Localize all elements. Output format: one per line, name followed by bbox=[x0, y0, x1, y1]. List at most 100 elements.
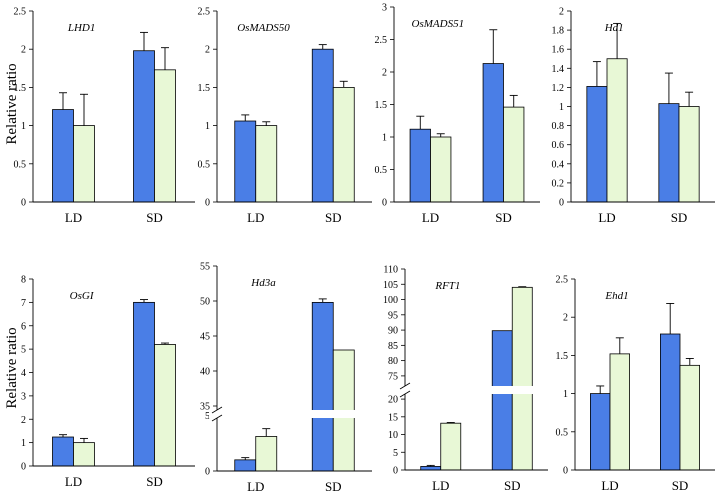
y-axis-label-bottom: Relative ratio bbox=[4, 327, 20, 408]
y-tick-label-0: 0 bbox=[205, 198, 210, 209]
y-tick-label-110: 110 bbox=[383, 265, 398, 276]
y-tick-label-0: 0 bbox=[205, 467, 210, 478]
y-tick-label-0: 0 bbox=[393, 466, 398, 477]
y-tick-label-0: 0 bbox=[382, 198, 387, 209]
y-tick-label-7: 7 bbox=[21, 298, 26, 309]
bar-ld-series-0 bbox=[234, 120, 257, 203]
bar-sd-series-0 bbox=[133, 301, 155, 467]
y-tick-label-1.5: 1.5 bbox=[375, 100, 388, 111]
y-axis-label-top: Relative ratio bbox=[4, 63, 20, 144]
y-tick-label-45: 45 bbox=[200, 332, 210, 343]
bar-sd-series-0 bbox=[491, 330, 513, 471]
x-tick-label-ld: LD bbox=[247, 479, 264, 491]
y-tick-label-2.5: 2.5 bbox=[375, 35, 388, 46]
bar-sd-series-1 bbox=[511, 286, 533, 471]
chart-panel-0: LD SD 0 0.5 1 1.5 2 2.5 LHD1 bbox=[14, 7, 195, 225]
bar-ld-series-0 bbox=[586, 86, 608, 203]
axis-break-mark-upper bbox=[399, 382, 411, 390]
y-tick-label-90: 90 bbox=[388, 326, 398, 337]
y-tick-label-55: 55 bbox=[200, 262, 210, 273]
bar-ld-series-1 bbox=[430, 136, 452, 203]
y-tick-label-2.5: 2.5 bbox=[14, 7, 27, 18]
y-tick-label-0.5: 0.5 bbox=[556, 427, 569, 438]
bar-sd-series-0 bbox=[482, 63, 504, 203]
y-tick-label-5: 5 bbox=[205, 411, 210, 422]
y-tick-label-1.6: 1.6 bbox=[552, 45, 565, 56]
y-tick-label-1: 1 bbox=[563, 389, 568, 400]
x-tick-label-ld: LD bbox=[65, 474, 82, 489]
y-tick-label-2.5: 2.5 bbox=[198, 7, 211, 18]
y-tick-label-2: 2 bbox=[205, 45, 210, 56]
chart-title: LHD1 bbox=[67, 22, 96, 34]
y-tick-label-1.5: 1.5 bbox=[14, 83, 27, 94]
y-tick-label-3: 3 bbox=[382, 3, 387, 14]
chart-title: OsMADS51 bbox=[412, 18, 465, 30]
chart-panel-1: LD SD 0 0.5 1 1.5 2 2.5 OsMADS50 bbox=[198, 7, 372, 225]
y-tick-label-1: 1 bbox=[21, 438, 26, 449]
bar-ld-series-0 bbox=[234, 459, 257, 472]
x-tick-label-ld: LD bbox=[65, 210, 82, 225]
chart-title: Ehd1 bbox=[604, 290, 628, 302]
chart-title: RFT1 bbox=[434, 280, 460, 292]
bar-ld-series-0 bbox=[409, 128, 431, 203]
y-tick-label-1.4: 1.4 bbox=[552, 64, 565, 75]
y-tick-label-2: 2 bbox=[382, 68, 387, 79]
axis-break-mark-lower bbox=[211, 414, 223, 422]
y-tick-label-0.5: 0.5 bbox=[375, 165, 388, 176]
axis-break-gap bbox=[209, 410, 372, 418]
y-tick-label-1.5: 1.5 bbox=[198, 83, 211, 94]
bar-sd-series-1 bbox=[154, 69, 176, 203]
y-tick-label-15: 15 bbox=[388, 412, 398, 423]
bar-sd-series-1 bbox=[154, 344, 176, 467]
bar-sd-series-1 bbox=[679, 364, 701, 471]
bar-sd-series-0 bbox=[658, 103, 680, 203]
bar-sd-series-1 bbox=[678, 106, 700, 203]
x-tick-label-ld: LD bbox=[598, 210, 615, 225]
y-tick-label-20: 20 bbox=[388, 395, 398, 406]
y-tick-label-0.8: 0.8 bbox=[552, 121, 565, 132]
y-tick-label-50: 50 bbox=[200, 297, 210, 308]
x-tick-label-sd: SD bbox=[495, 210, 512, 225]
y-tick-label-2: 2 bbox=[21, 45, 26, 56]
y-tick-label-0.2: 0.2 bbox=[552, 178, 565, 189]
y-tick-label-5: 5 bbox=[393, 448, 398, 459]
y-tick-label-75: 75 bbox=[388, 371, 398, 382]
bar-ld-series-1 bbox=[255, 125, 278, 203]
y-tick-label-35: 35 bbox=[200, 402, 210, 413]
x-tick-label-sd: SD bbox=[146, 210, 163, 225]
y-tick-label-85: 85 bbox=[388, 341, 398, 352]
y-tick-label-40: 40 bbox=[200, 367, 210, 378]
x-tick-label-sd: SD bbox=[325, 210, 342, 225]
axis-break-mark-lower bbox=[399, 390, 411, 398]
bar-ld-series-1 bbox=[73, 125, 95, 203]
y-tick-label-1: 1 bbox=[382, 133, 387, 144]
x-tick-label-ld: LD bbox=[247, 210, 264, 225]
x-tick-label-sd: SD bbox=[671, 210, 688, 225]
y-tick-label-1: 1 bbox=[21, 121, 26, 132]
x-tick-label-ld: LD bbox=[422, 210, 439, 225]
bar-ld-series-0 bbox=[52, 109, 74, 203]
y-tick-label-6: 6 bbox=[21, 321, 26, 332]
x-tick-label-ld: LD bbox=[601, 478, 618, 491]
chart-title: Hd1 bbox=[604, 22, 624, 34]
bar-sd-series-0 bbox=[660, 333, 681, 471]
y-tick-label-80: 80 bbox=[388, 356, 398, 367]
chart-title: OsMADS50 bbox=[237, 22, 290, 34]
bar-sd-series-1 bbox=[332, 87, 355, 203]
y-tick-label-8: 8 bbox=[21, 275, 26, 286]
y-tick-label-0.5: 0.5 bbox=[198, 159, 211, 170]
x-tick-label-sd: SD bbox=[672, 478, 689, 491]
chart-panel-3: LD SD 0 0.2 0.4 0.6 0.8 1 1.2 1.4 1.6 1.8 2 Hd1 bbox=[552, 7, 715, 225]
y-tick-label-2.5: 2.5 bbox=[556, 275, 569, 286]
y-tick-label-10: 10 bbox=[388, 430, 398, 441]
y-tick-label-4: 4 bbox=[21, 368, 26, 379]
y-tick-label-105: 105 bbox=[383, 280, 398, 291]
y-tick-label-2: 2 bbox=[21, 415, 26, 426]
y-tick-label-95: 95 bbox=[388, 310, 398, 321]
y-tick-label-0: 0 bbox=[563, 466, 568, 477]
y-tick-label-1.5: 1.5 bbox=[556, 351, 569, 362]
x-tick-label-sd: SD bbox=[504, 478, 521, 491]
chart-panels: LD SD 0 0.5 1 1.5 2 2.5 LHD1 LD SD 0 0.5 1 1.5 2 2.5 OsMA… bbox=[14, 3, 715, 491]
y-tick-label-2: 2 bbox=[563, 313, 568, 324]
